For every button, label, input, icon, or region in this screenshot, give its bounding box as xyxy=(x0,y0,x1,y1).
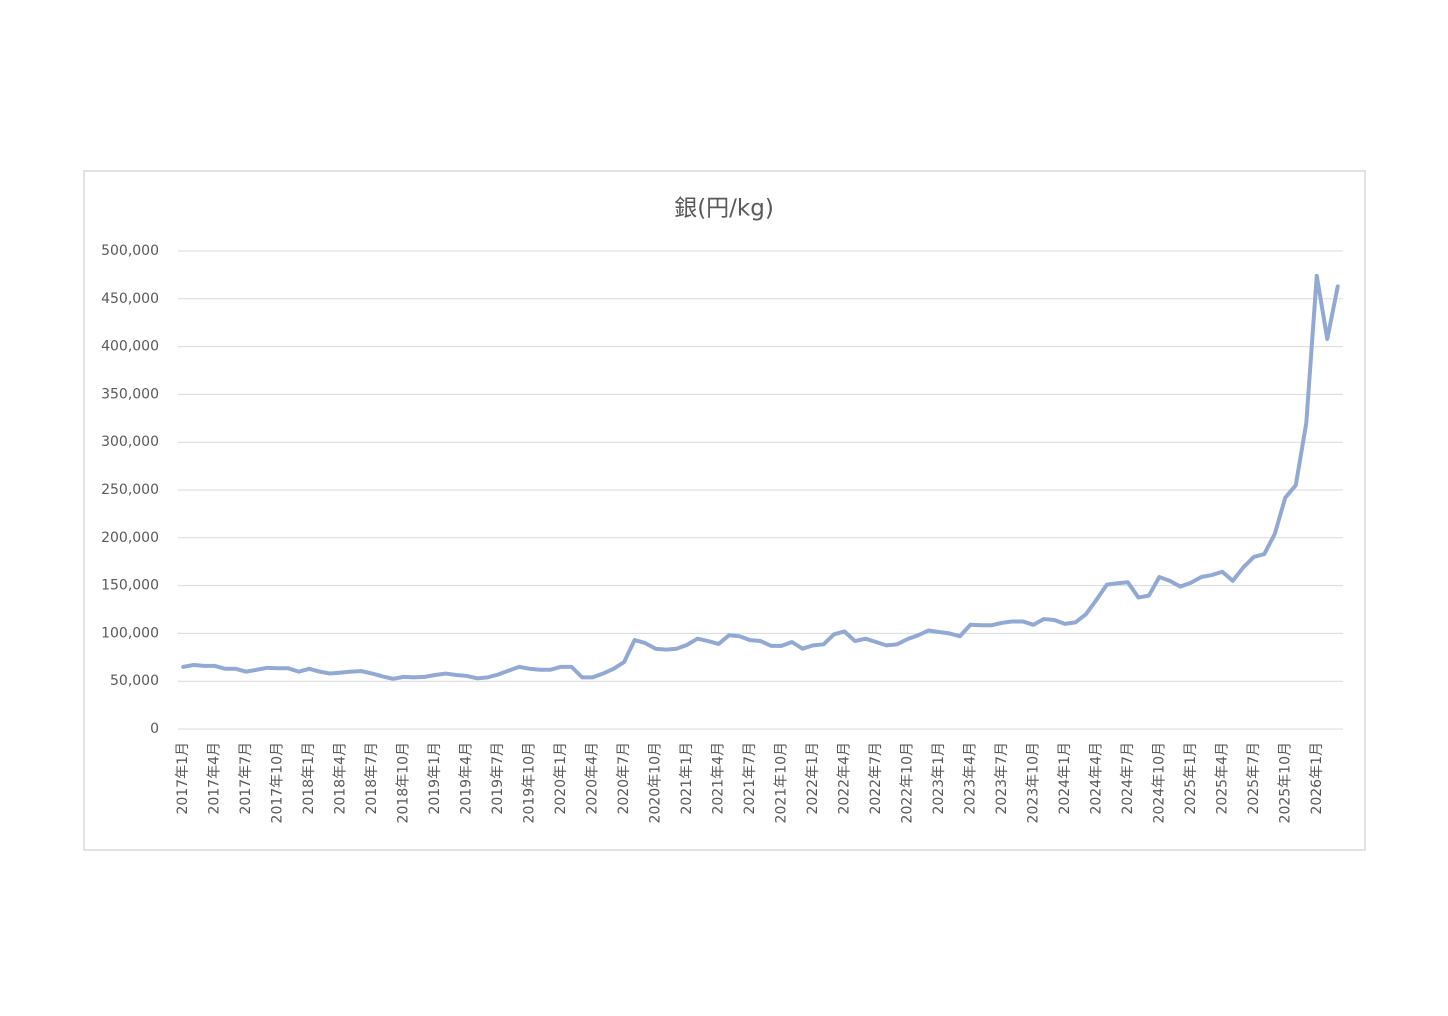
y-tick-label: 100,000 xyxy=(101,625,159,641)
x-tick-label: 2024年10月 xyxy=(1151,742,1167,823)
x-tick-label: 2021年10月 xyxy=(773,742,789,823)
x-tick-label: 2018年10月 xyxy=(396,742,412,823)
x-tick-label: 2021年1月 xyxy=(679,742,695,815)
y-tick-label: 150,000 xyxy=(101,578,159,594)
x-tick-label: 2022年1月 xyxy=(805,742,821,815)
y-tick-label: 400,000 xyxy=(101,339,159,355)
x-tick-label: 2022年4月 xyxy=(836,742,852,815)
x-tick-label: 2018年7月 xyxy=(364,742,380,815)
x-tick-label: 2020年7月 xyxy=(616,742,632,815)
y-tick-label: 300,000 xyxy=(101,434,159,450)
chart-frame xyxy=(83,170,1366,851)
x-tick-label: 2019年10月 xyxy=(522,742,538,823)
x-tick-label: 2022年7月 xyxy=(868,742,884,815)
data-line xyxy=(181,273,1340,681)
y-tick-label: 0 xyxy=(150,721,159,737)
x-tick-label: 2025年4月 xyxy=(1214,742,1230,815)
x-tick-label: 2019年7月 xyxy=(490,742,506,815)
x-tick-label: 2025年7月 xyxy=(1246,742,1262,815)
x-tick-label: 2024年7月 xyxy=(1120,742,1136,815)
y-tick-label: 450,000 xyxy=(101,291,159,307)
x-tick-label: 2018年1月 xyxy=(301,742,317,815)
y-tick-label: 200,000 xyxy=(101,530,159,546)
x-tick-label: 2023年1月 xyxy=(931,742,947,815)
y-tick-label: 50,000 xyxy=(110,673,159,689)
x-tick-label: 2022年10月 xyxy=(899,742,915,823)
x-tick-label: 2021年7月 xyxy=(742,742,758,815)
x-tick-label: 2020年4月 xyxy=(585,742,601,815)
x-tick-label: 2023年7月 xyxy=(994,742,1010,815)
x-tick-label: 2023年10月 xyxy=(1025,742,1041,823)
x-tick-label: 2025年10月 xyxy=(1277,742,1293,823)
x-tick-label: 2025年1月 xyxy=(1183,742,1199,815)
x-tick-label: 2020年1月 xyxy=(553,742,569,815)
x-tick-label: 2020年10月 xyxy=(648,742,664,823)
x-tick-label: 2017年4月 xyxy=(207,742,223,815)
x-tick-label: 2017年7月 xyxy=(238,742,254,815)
y-tick-label: 350,000 xyxy=(101,386,159,402)
x-tick-label: 2024年4月 xyxy=(1088,742,1104,815)
x-tick-label: 2017年1月 xyxy=(175,742,191,815)
chart-title: 銀(円/kg) xyxy=(674,196,774,222)
x-tick-label: 2023年4月 xyxy=(962,742,978,815)
y-tick-label: 250,000 xyxy=(101,482,159,498)
x-tick-label: 2019年1月 xyxy=(427,742,443,815)
x-tick-label: 2026年1月 xyxy=(1309,742,1325,815)
x-tick-label: 2017年10月 xyxy=(270,742,286,823)
x-tick-label: 2024年1月 xyxy=(1057,742,1073,815)
y-tick-label: 500,000 xyxy=(101,243,159,259)
x-tick-label: 2019年4月 xyxy=(459,742,475,815)
x-tick-label: 2018年4月 xyxy=(333,742,349,815)
x-tick-label: 2021年4月 xyxy=(711,742,727,815)
